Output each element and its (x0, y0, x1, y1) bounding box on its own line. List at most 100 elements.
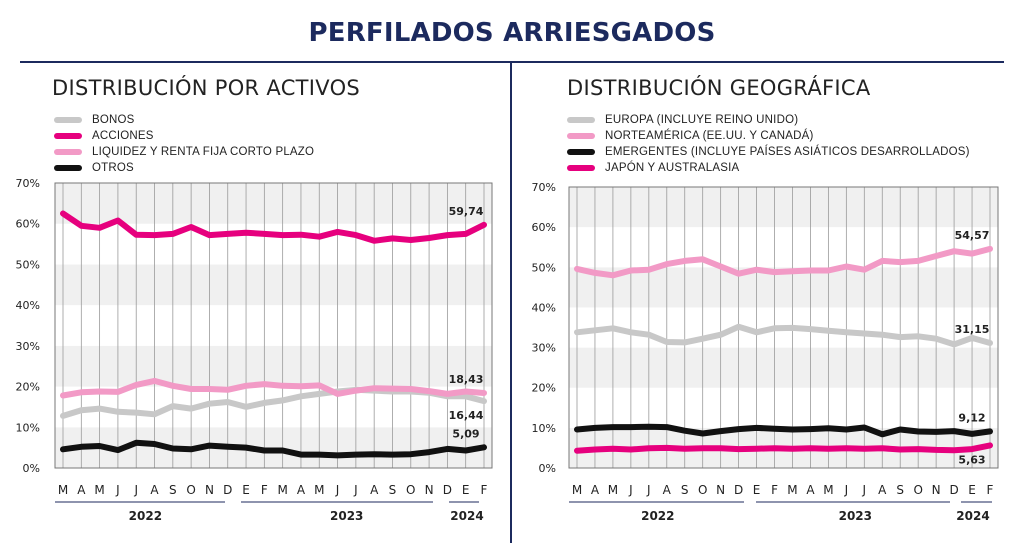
x-tick-label: J (628, 483, 633, 497)
year-label: 2022 (641, 509, 674, 523)
line-chart-geography: 0% 10% 20% 30% 40% 50% 60% 70% 31,15 54,57 9,12 5,6… (532, 181, 999, 523)
y-tick-label: 60% (532, 221, 556, 234)
series-line (574, 245, 993, 279)
x-tick-label: M (58, 483, 68, 497)
grid-band (569, 347, 998, 388)
legend: BONOS ACCIONES LIQUIDEZ Y RENTA FIJA COR… (54, 112, 314, 176)
grid-band (569, 387, 998, 428)
x-tick-label: J (646, 483, 651, 497)
y-tick-label: 40% (532, 301, 556, 314)
legend-swatch (567, 133, 595, 139)
grid-band (569, 187, 998, 228)
x-tick-label: F (481, 483, 488, 497)
x-tick-label: N (932, 483, 941, 497)
series-line (60, 210, 487, 244)
x-tick-label: J (844, 483, 849, 497)
plot-frame (568, 186, 999, 469)
y-tick-label: 30% (532, 342, 556, 355)
x-tick-label: S (389, 483, 397, 497)
series-line (60, 377, 487, 399)
legend-label: ACCIONES (92, 130, 154, 142)
x-tick-label: J (862, 483, 867, 497)
y-tick-label: 60% (16, 218, 40, 231)
y-tick-label: 40% (16, 299, 40, 312)
data-label: 59,74 (449, 205, 484, 218)
legend-label: OTROS (92, 162, 134, 174)
x-tick-label: E (753, 483, 761, 497)
series-line (574, 442, 993, 454)
y-tick-label: 50% (532, 261, 556, 274)
panel-geographic-distribution: DISTRIBUCIÓN GEOGRÁFICA EUROPA (INCLUYE … (512, 63, 1024, 550)
x-tick-label: S (896, 483, 904, 497)
x-tick-label: A (297, 483, 306, 497)
legend-item-acciones: ACCIONES (54, 128, 314, 144)
grid-band (55, 264, 492, 306)
title-rule (20, 61, 1004, 63)
x-tick-label: E (968, 483, 976, 497)
year-label: 2022 (129, 509, 162, 523)
x-tick-label: A (806, 483, 815, 497)
legend: EUROPA (INCLUYE REINO UNIDO) NORTEAMÉRIC… (567, 112, 970, 176)
x-tick-label: O (186, 483, 195, 497)
x-tick-label: D (443, 483, 452, 497)
legend-label: JAPÓN Y AUSTRALASIA (605, 162, 740, 174)
x-tick-label: D (223, 483, 232, 497)
x-tick-label: M (94, 483, 104, 497)
x-tick-label: F (987, 483, 994, 497)
x-tick-label: O (406, 483, 415, 497)
series-line (60, 439, 487, 459)
y-tick-label: 50% (16, 258, 40, 271)
x-tick-label: J (353, 483, 358, 497)
chart-title: DISTRIBUCIÓN GEOGRÁFICA (567, 76, 871, 100)
panel-divider (510, 63, 512, 543)
x-tick-label: N (425, 483, 434, 497)
data-label: 31,15 (955, 323, 990, 336)
x-tick-label: F (771, 483, 778, 497)
line-chart-assets: 0% 10% 20% 30% 40% 50% 60% 70% 16,44 59,74 18,43 5,… (16, 177, 493, 523)
legend-swatch (567, 117, 595, 123)
legend-label: NORTEAMÉRICA (EE.UU. Y CANADÁ) (605, 130, 814, 142)
legend-item-otros: OTROS (54, 160, 314, 176)
x-tick-label: D (734, 483, 743, 497)
legend-item-liquidez: LIQUIDEZ Y RENTA FIJA CORTO PLAZO (54, 144, 314, 160)
y-tick-label: 10% (532, 422, 556, 435)
x-tick-label: A (150, 483, 159, 497)
x-tick-label: M (277, 483, 287, 497)
x-tick-label: A (77, 483, 86, 497)
legend-item-bonos: BONOS (54, 112, 314, 128)
x-tick-label: M (608, 483, 618, 497)
legend-swatch (567, 165, 595, 171)
x-tick-label: A (370, 483, 379, 497)
legend-label: EMERGENTES (INCLUYE PAÍSES ASIÁTICOS DES… (605, 146, 970, 158)
x-tick-label: F (261, 483, 268, 497)
y-tick-label: 20% (532, 382, 556, 395)
legend-item-japon: JAPÓN Y AUSTRALASIA (567, 160, 970, 176)
grid-band (55, 223, 492, 265)
year-label: 2023 (330, 509, 363, 523)
legend-item-emergentes: EMERGENTES (INCLUYE PAÍSES ASIÁTICOS DES… (567, 144, 970, 160)
x-tick-label: A (878, 483, 887, 497)
grid-band (55, 345, 492, 387)
grid-band (55, 183, 492, 224)
y-tick-label: 0% (23, 462, 40, 475)
grid-band (569, 227, 998, 268)
legend-swatch (54, 133, 82, 139)
x-tick-label: M (314, 483, 324, 497)
x-tick-label: N (205, 483, 214, 497)
y-tick-label: 70% (532, 181, 556, 194)
legend-label: EUROPA (INCLUYE REINO UNIDO) (605, 114, 799, 126)
x-tick-label: J (133, 483, 138, 497)
x-tick-label: M (823, 483, 833, 497)
x-tick-label: E (242, 483, 250, 497)
y-tick-label: 20% (16, 381, 40, 394)
y-tick-label: 30% (16, 340, 40, 353)
year-label: 2023 (839, 509, 872, 523)
data-label: 18,43 (449, 373, 484, 386)
x-tick-label: N (716, 483, 725, 497)
legend-swatch (567, 149, 595, 155)
x-tick-label: D (949, 483, 958, 497)
legend-label: BONOS (92, 114, 135, 126)
chart-title: DISTRIBUCIÓN POR ACTIVOS (52, 76, 361, 100)
x-tick-label: S (681, 483, 689, 497)
x-tick-label: O (698, 483, 707, 497)
